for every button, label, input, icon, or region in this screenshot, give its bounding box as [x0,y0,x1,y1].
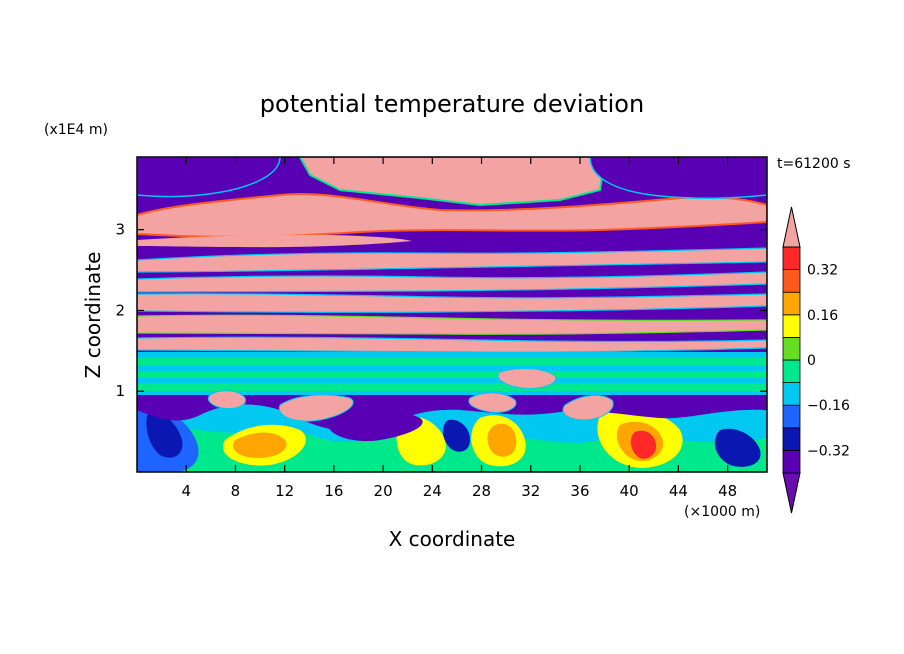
colorbar-swatch [782,291,801,316]
pink-band-6 [137,314,767,335]
pink-blob-3 [468,392,517,413]
colorbar-label: −0.16 [807,398,850,414]
y-tick-label: 2 [115,301,125,319]
pink-blob-5 [497,368,557,389]
stripe-7 [137,391,767,395]
x-tick-label: 28 [472,482,491,500]
purple-top-right [589,157,767,199]
colorbar: 0.32 0.16 0 −0.16 −0.32 [782,206,850,514]
colorbar-swatch [782,427,801,451]
stable-layer [137,352,767,395]
bl-darkblue-3 [714,428,761,467]
y-axis: 1 2 3 [115,221,767,400]
x-tick-label: 32 [521,482,540,500]
colorbar-label: 0.16 [807,308,838,324]
pink-blob-2 [207,390,246,409]
stripe-3 [137,366,767,371]
colorbar-swatch [782,449,801,474]
x-axis-label: X coordinate [389,527,516,551]
x-axis: 4 8 12 16 20 24 28 32 36 40 44 48 [181,157,737,500]
y-axis-label: Z coordinate [81,252,105,379]
x-tick-label: 44 [669,482,688,500]
colorbar-arrow-high [782,206,801,248]
upper-layers [137,157,767,353]
x-tick-label: 20 [374,482,393,500]
colorbar-swatch [782,269,801,293]
bl-purple-blob-2 [328,411,423,442]
time-label: t=61200 s [777,156,851,172]
x-unit-label: (×1000 m) [684,504,760,520]
pink-intrusions [207,368,614,422]
colorbar-swatch [782,314,801,338]
x-tick-label: 48 [718,482,737,500]
colorbar-arrow-low [782,472,801,514]
pink-band-5 [137,293,767,314]
x-tick-label: 12 [275,482,294,500]
purple-top-left [137,157,281,198]
stripe-4 [137,371,767,378]
x-tick-label: 40 [620,482,639,500]
y-unit-label: (x1E4 m) [44,122,108,138]
colorbar-label: 0.32 [807,263,838,279]
colorbar-label: 0 [807,353,816,369]
stripe-5 [137,378,767,383]
y-tick-label: 1 [115,382,125,400]
bl-darkblue-2 [442,419,470,452]
colorbar-swatch [782,382,801,406]
bl-orange-2 [487,423,517,457]
bl-orange-3 [232,432,287,458]
colorbar-swatch [782,359,801,384]
x-tick-label: 24 [423,482,442,500]
plot-area [137,157,767,472]
pink-blob-4 [562,394,614,421]
stripe-1 [137,352,767,358]
colorbar-swatch [782,336,801,361]
pink-band-2 [137,234,412,248]
x-tick-label: 36 [570,482,589,500]
pink-band-1 [137,193,767,238]
stripe-6 [137,383,767,391]
colorbar-label: −0.32 [807,443,850,459]
plot-frame [136,156,768,473]
colorbar-swatch [782,404,801,429]
pink-band-4 [137,271,767,293]
x-tick-label: 4 [181,482,191,500]
stripe-2 [137,358,767,366]
x-tick-label: 8 [231,482,241,500]
x-tick-label: 16 [324,482,343,500]
colorbar-swatch [782,246,801,271]
bl-red-1 [630,430,657,459]
y-tick-label: 3 [115,221,125,239]
bl-darkblue-1 [146,410,183,458]
pink-blob-1 [278,394,354,422]
chart-title: potential temperature deviation [260,90,644,118]
